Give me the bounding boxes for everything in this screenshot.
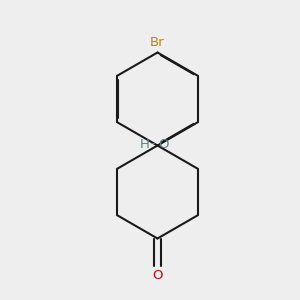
Text: -: - [150,137,155,151]
Text: H: H [140,137,150,151]
Text: Br: Br [150,36,165,49]
Text: O: O [158,137,169,151]
Text: O: O [152,269,163,282]
